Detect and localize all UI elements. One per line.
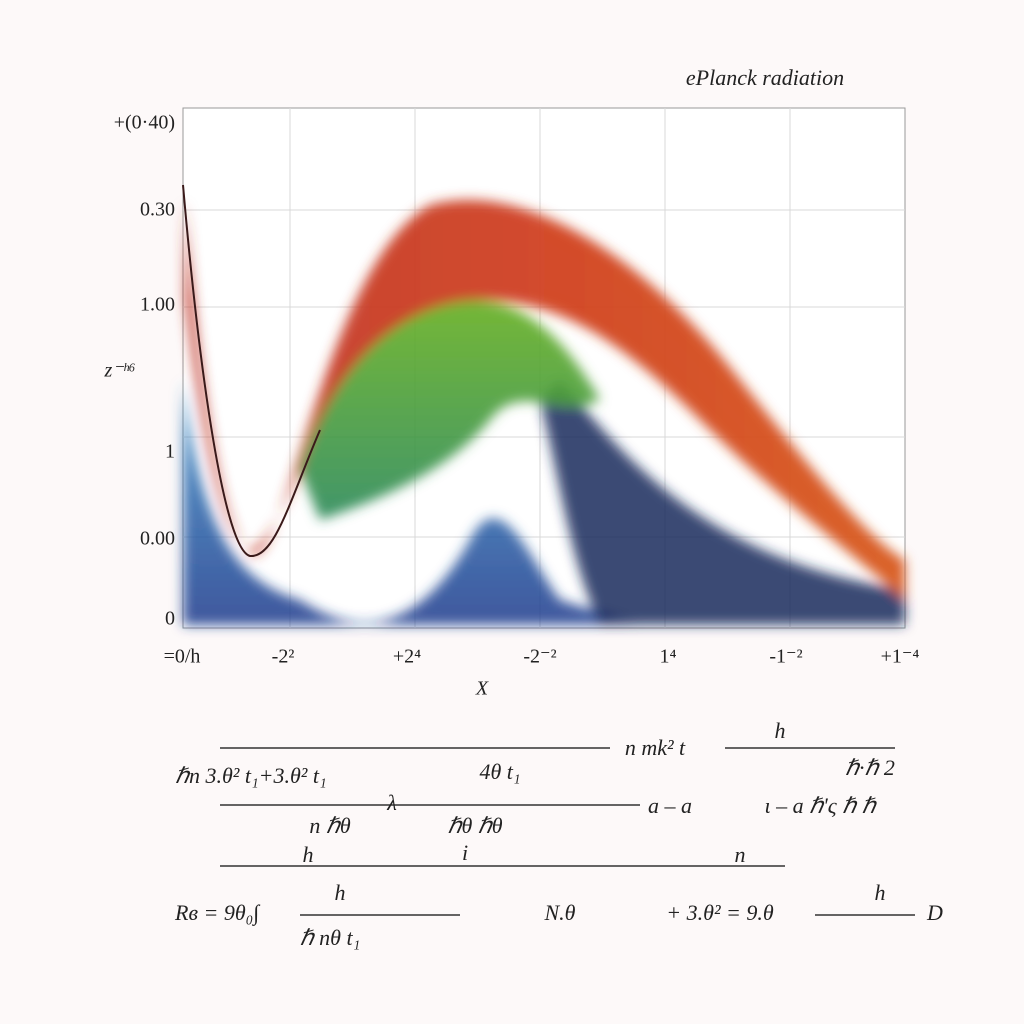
x-label: +2⁴ xyxy=(393,646,421,668)
y-label: 1 xyxy=(165,441,175,463)
equation-fragment: ℏθ ℏθ xyxy=(448,813,503,838)
equation-fragment: h xyxy=(303,842,314,867)
equation-fragment: i xyxy=(462,840,468,865)
x-label: =0/h xyxy=(164,646,201,668)
y-label: 1.00 xyxy=(140,294,175,316)
equation-fragment: λ xyxy=(386,790,397,815)
curve xyxy=(182,184,321,558)
y-labels: +(0·40) 0.30 1.00 1 0.00 0 xyxy=(114,112,175,630)
equations: n mk² t h ℏn 3.θ² t₁+3.θ² t₁ 4θ t₁ ℏ·ℏ 2 n ℏθ… xyxy=(174,718,943,950)
equation-fragment: D xyxy=(926,900,943,925)
equation-fragment: + 3.θ² = 9.θ xyxy=(666,900,774,925)
x-label: -1⁻² xyxy=(769,646,802,668)
y-axis-label: z⁻ʰ⁶ xyxy=(104,360,136,382)
equation-fragment: ℏ nθ t₁ xyxy=(300,925,361,950)
x-labels: =0/h -2² +2⁴ -2⁻² 1⁴ -1⁻² +1⁻⁴ xyxy=(164,646,920,668)
equation-fragment: ℏ·ℏ 2 xyxy=(845,755,895,780)
x-label: -2² xyxy=(272,646,295,668)
y-label: 0.00 xyxy=(140,528,175,550)
equation-fragment: Rв = 9θ₀∫ xyxy=(174,900,261,926)
equation-fragment: n ℏθ xyxy=(309,813,350,838)
equation-fragment: h xyxy=(335,880,346,905)
x-label: +1⁻⁴ xyxy=(881,646,920,668)
x-axis-label: X xyxy=(475,678,489,700)
equation-fragment: N.θ xyxy=(544,900,576,925)
spectrum-bands xyxy=(183,199,905,625)
y-label: 0.30 xyxy=(140,199,175,221)
fraction-rules xyxy=(220,747,915,916)
x-label: 1⁴ xyxy=(660,646,677,668)
equation-fragment: a – a xyxy=(648,793,692,818)
equation-fragment: h xyxy=(875,880,886,905)
title: ePlanck radiation xyxy=(686,65,844,90)
y-label: 0 xyxy=(165,608,175,630)
grid xyxy=(183,108,905,628)
y-label: +(0·40) xyxy=(114,112,175,134)
equation-fragment: ℏn 3.θ² t₁+3.θ² t₁ xyxy=(175,763,327,788)
x-label: -2⁻² xyxy=(523,646,556,668)
equation-fragment: h xyxy=(775,718,786,743)
equation-fragment: n mk² t xyxy=(625,735,686,760)
equation-fragment: ɩ – a ℏ'ς ℏ ℏ xyxy=(764,793,877,818)
plot-area xyxy=(182,107,906,629)
equation-fragment: 4θ t₁ xyxy=(479,759,520,784)
equation-fragment: n xyxy=(735,842,746,867)
